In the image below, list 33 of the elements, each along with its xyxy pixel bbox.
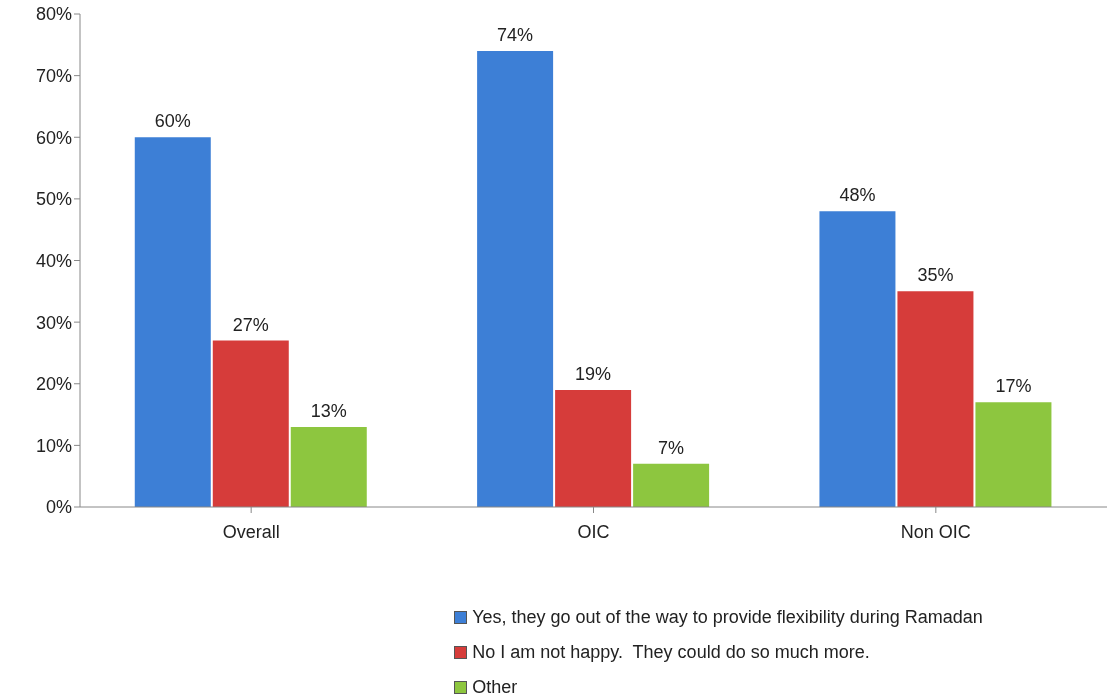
data-label: 74% (497, 24, 534, 45)
y-tick-label: 30% (35, 312, 72, 333)
bar (819, 211, 896, 507)
bar (897, 291, 974, 507)
bar (555, 389, 632, 507)
bar (212, 340, 289, 507)
legend-label: Yes, they go out of the way to provide flexibility during Ramadan (472, 607, 983, 628)
data-label: 60% (154, 111, 191, 132)
bar (290, 426, 367, 507)
y-tick-label: 50% (35, 189, 72, 210)
y-tick-label: 80% (35, 4, 72, 25)
x-tick-label: Non OIC (900, 521, 971, 542)
data-label: 35% (917, 265, 954, 286)
data-label: 48% (839, 185, 876, 206)
data-label: 17% (995, 376, 1032, 397)
y-tick-label: 20% (35, 374, 72, 395)
bar (975, 402, 1052, 507)
bar (633, 463, 710, 507)
y-tick-label: 10% (35, 435, 72, 456)
y-tick-label: 60% (35, 127, 72, 148)
data-label: 19% (575, 363, 612, 384)
legend-label: Other (472, 677, 518, 698)
data-label: 13% (310, 400, 347, 421)
data-label: 7% (658, 437, 685, 458)
x-tick-label: Overall (222, 521, 280, 542)
bar (134, 137, 211, 507)
legend-label: No I am not happy. They could do so much more. (472, 642, 870, 663)
y-tick-label: 0% (45, 497, 72, 518)
data-label: 27% (232, 314, 269, 335)
y-tick-label: 40% (35, 250, 72, 271)
x-tick-label: OIC (577, 521, 610, 542)
y-tick-label: 70% (35, 66, 72, 87)
bar (477, 50, 554, 507)
